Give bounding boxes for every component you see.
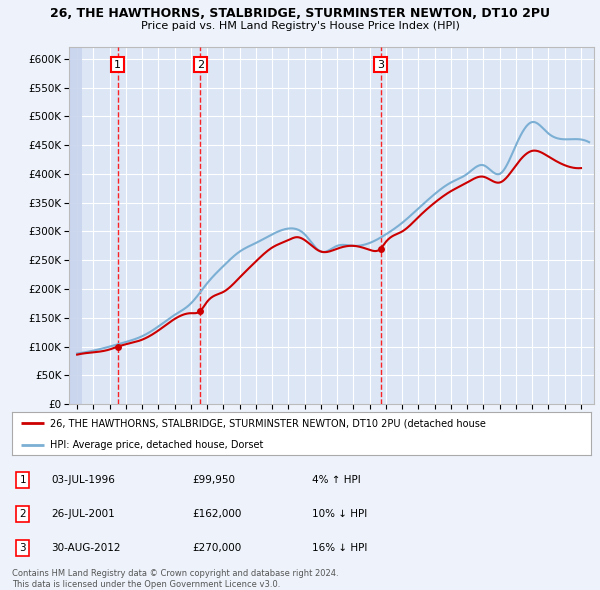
Text: 16% ↓ HPI: 16% ↓ HPI <box>312 543 367 553</box>
Text: HPI: Average price, detached house, Dorset: HPI: Average price, detached house, Dors… <box>50 440 263 450</box>
Text: 26, THE HAWTHORNS, STALBRIDGE, STURMINSTER NEWTON, DT10 2PU: 26, THE HAWTHORNS, STALBRIDGE, STURMINST… <box>50 7 550 20</box>
Bar <box>69 47 82 404</box>
Text: Contains HM Land Registry data © Crown copyright and database right 2024.
This d: Contains HM Land Registry data © Crown c… <box>12 569 338 589</box>
Text: £270,000: £270,000 <box>192 543 241 553</box>
Text: 2: 2 <box>19 509 26 519</box>
Text: Price paid vs. HM Land Registry's House Price Index (HPI): Price paid vs. HM Land Registry's House … <box>140 21 460 31</box>
Text: 26, THE HAWTHORNS, STALBRIDGE, STURMINSTER NEWTON, DT10 2PU (detached house: 26, THE HAWTHORNS, STALBRIDGE, STURMINST… <box>50 418 485 428</box>
Text: 2: 2 <box>197 60 204 70</box>
Text: 30-AUG-2012: 30-AUG-2012 <box>51 543 121 553</box>
Text: 1: 1 <box>114 60 121 70</box>
Text: 3: 3 <box>377 60 384 70</box>
Text: 26-JUL-2001: 26-JUL-2001 <box>51 509 115 519</box>
Text: £99,950: £99,950 <box>192 475 235 484</box>
Text: 10% ↓ HPI: 10% ↓ HPI <box>312 509 367 519</box>
Text: £162,000: £162,000 <box>192 509 241 519</box>
Text: 4% ↑ HPI: 4% ↑ HPI <box>312 475 361 484</box>
Text: 03-JUL-1996: 03-JUL-1996 <box>51 475 115 484</box>
Text: 3: 3 <box>19 543 26 553</box>
Text: 1: 1 <box>19 475 26 484</box>
